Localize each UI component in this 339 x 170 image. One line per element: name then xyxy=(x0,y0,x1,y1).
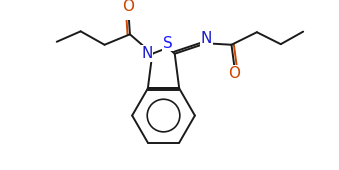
Text: N: N xyxy=(141,46,153,61)
Text: O: O xyxy=(122,0,135,14)
Text: S: S xyxy=(163,36,173,51)
Text: O: O xyxy=(228,66,240,81)
Text: N: N xyxy=(200,31,212,46)
